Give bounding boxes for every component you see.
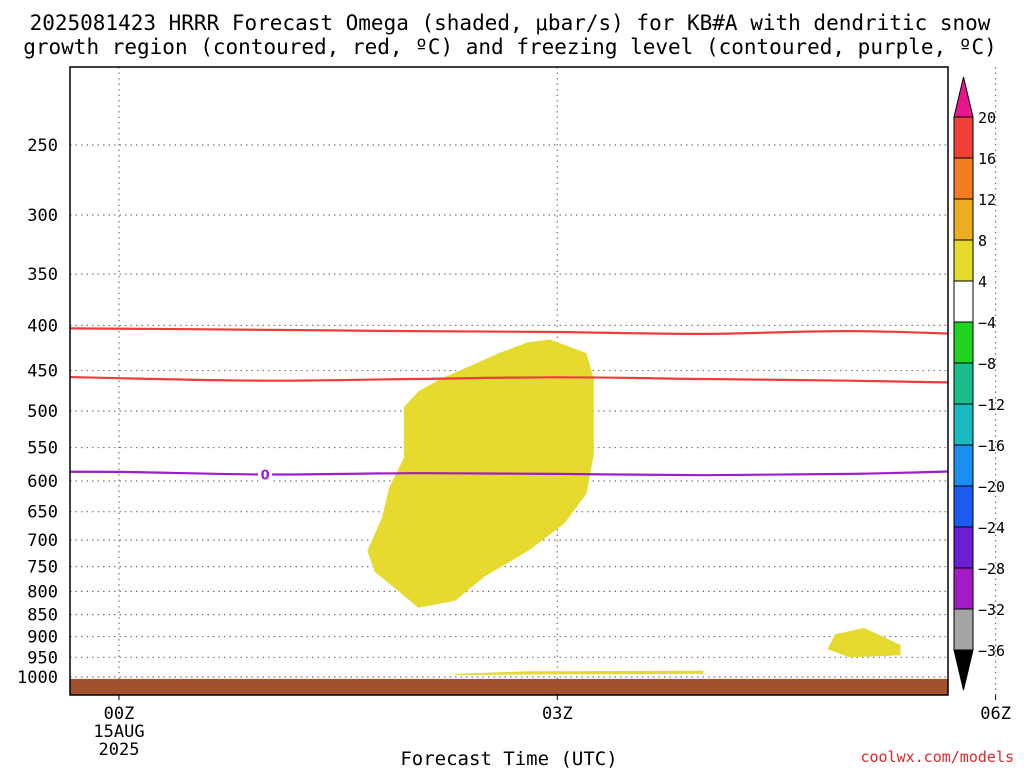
y-tick-label-350: 350 <box>27 265 58 285</box>
y-tick-label-700: 700 <box>27 531 58 551</box>
surface-band <box>70 678 948 695</box>
contour-label-0: 0 <box>261 469 270 484</box>
y-tick-label-900: 900 <box>27 628 58 648</box>
y-tick-label-850: 850 <box>27 606 58 626</box>
x-axis-ticks: 00Z15AUG202503Z06Z09Z12Z15Z <box>93 695 1011 760</box>
y-tick-label-750: 750 <box>27 558 58 578</box>
y-tick-label-650: 650 <box>27 503 58 523</box>
contour-line--18 <box>70 327 948 336</box>
colorbar-segment-9 <box>953 485 974 528</box>
x-axis-label: Forecast Time (UTC) <box>400 748 617 768</box>
colorbar-tick-label: −16 <box>978 437 1005 455</box>
x-tick-date: 15AUG <box>93 722 144 742</box>
plot-frame <box>69 66 949 696</box>
y-tick-label-400: 400 <box>27 316 58 336</box>
colorbar-segment-10 <box>953 526 974 569</box>
colorbar-tick-label: −8 <box>978 355 996 373</box>
contour-line-0 <box>70 470 948 477</box>
y-tick-label-500: 500 <box>27 402 58 422</box>
y-tick-label-1000: 1000 <box>17 668 58 688</box>
colorbar-tick-label: 4 <box>978 273 987 291</box>
x-tick-label-03Z: 03Z <box>542 704 573 724</box>
y-tick-label-250: 250 <box>27 136 58 156</box>
colorbar-tick-label: −36 <box>978 642 1005 660</box>
x-tick-label-06Z: 06Z <box>980 704 1011 724</box>
y-tick-label-950: 950 <box>27 648 58 668</box>
x-tick-year: 2025 <box>99 740 140 760</box>
surface-ground <box>70 678 948 695</box>
colorbar-bottom-arrow <box>953 649 974 691</box>
colorbar-segment-0 <box>953 116 974 159</box>
colorbar-segment-8 <box>953 444 974 487</box>
colorbar-segment-5 <box>953 321 974 364</box>
y-tick-label-550: 550 <box>27 439 58 459</box>
contour-label-bg <box>258 467 273 482</box>
colorbar-tick-label: −24 <box>978 519 1005 537</box>
colorbar-tick-label: −28 <box>978 560 1005 578</box>
colorbar-segment-3 <box>953 239 974 282</box>
colorbar-tick-label: 20 <box>978 109 996 127</box>
colorbar-segment-1 <box>953 157 974 200</box>
colorbar-tick-label: 12 <box>978 191 996 209</box>
y-tick-label-800: 800 <box>27 582 58 602</box>
grid-lines <box>70 67 997 695</box>
colorbar-tick-label: −12 <box>978 396 1005 414</box>
colorbar-segment-11 <box>953 567 974 610</box>
site-credit: coolwx.com/models <box>860 748 1014 766</box>
y-tick-label-450: 450 <box>27 362 58 382</box>
colorbar-tick-label: −32 <box>978 601 1005 619</box>
colorbar-segment-2 <box>953 198 974 241</box>
chart-title-line1: 2025081423 HRRR Forecast Omega (shaded, … <box>30 11 991 35</box>
colorbar-tick-label: 16 <box>978 150 996 168</box>
x-tick-label-00Z: 00Z <box>104 704 135 724</box>
y-tick-label-300: 300 <box>27 206 58 226</box>
colorbar-tick-label: 8 <box>978 232 987 250</box>
colorbar-segment-4 <box>953 280 974 323</box>
contour-line--12 <box>70 376 948 384</box>
y-tick-label-600: 600 <box>27 472 58 492</box>
colorbar-tick-label: −4 <box>978 314 996 332</box>
temperature-contours: −18−12−12000 <box>70 327 948 484</box>
colorbar-segment-12 <box>953 608 974 651</box>
omega-region-3 <box>455 670 704 676</box>
chart-title-line2: growth region (contoured, red, ºC) and f… <box>23 35 997 59</box>
omega-region-2 <box>827 627 901 658</box>
omega-shading <box>367 339 901 676</box>
colorbar-tick-label: −20 <box>978 478 1005 496</box>
colorbar: 20 16 12 8 4 −4 −8 −12 −16 −20 −24 −28 −32 −36 <box>953 76 1005 691</box>
y-axis-ticks: 2503003504004505005506006507007508008509… <box>17 136 58 688</box>
colorbar-segment-7 <box>953 403 974 446</box>
colorbar-top-arrow <box>953 76 974 118</box>
colorbar-segment-6 <box>953 362 974 405</box>
